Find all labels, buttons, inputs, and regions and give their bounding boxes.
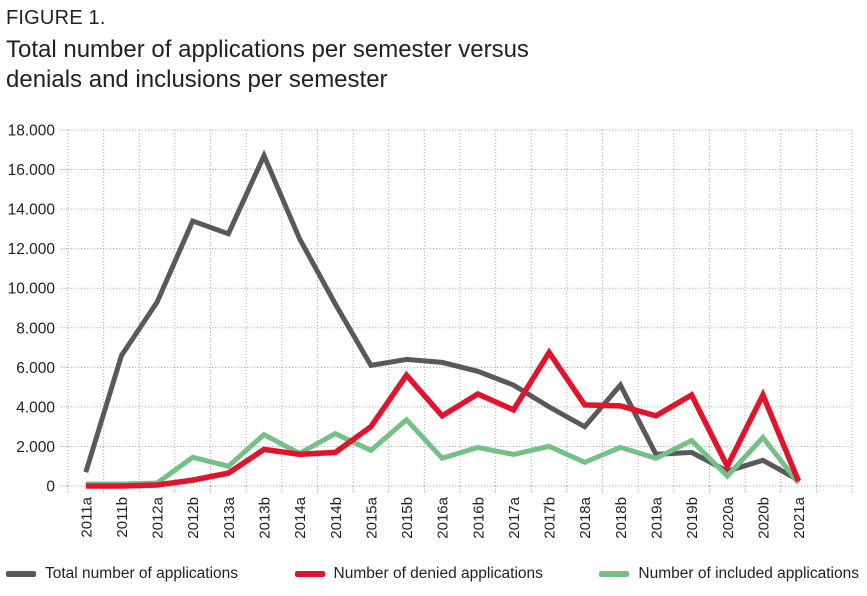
y-tick-label: 4.000 bbox=[16, 399, 55, 416]
series-line-total-applications bbox=[83, 149, 800, 483]
x-tick-label: 2012b bbox=[185, 497, 202, 539]
figure-header: FIGURE 1. Total number of applications p… bbox=[6, 5, 529, 95]
gridlines bbox=[67, 129, 853, 487]
x-tick-label: 2019a bbox=[649, 496, 666, 538]
figure-label: FIGURE 1. bbox=[6, 7, 106, 29]
legend-item-2: Number of denied applications bbox=[294, 565, 543, 583]
x-tick-label: 2015b bbox=[399, 497, 416, 539]
series-line-included-applications bbox=[85, 416, 801, 487]
x-tick-label: 2016a bbox=[435, 496, 452, 538]
x-tick-label: 2021a bbox=[791, 496, 808, 538]
x-axis-labels: 2011a 2011b 2012a 2012b 2013a 2013b 2014a 2014b… bbox=[78, 496, 808, 538]
y-tick-label: 14.000 bbox=[8, 202, 56, 219]
x-tick-label: 2015a bbox=[363, 496, 380, 538]
legend-item-3: Number of included applications bbox=[599, 565, 859, 583]
legend-label: Number of denied applications bbox=[333, 565, 543, 582]
x-tick-label: 2016b bbox=[470, 497, 487, 539]
y-tick-label: 6.000 bbox=[16, 360, 55, 377]
chart-legend: Total number of applications Number of de… bbox=[0, 562, 867, 586]
x-tick-label: 2011a bbox=[78, 496, 95, 537]
x-tick-label: 2018a bbox=[577, 496, 594, 538]
y-tick-label: 0 bbox=[46, 479, 55, 496]
x-tick-label: 2013b bbox=[257, 497, 274, 539]
y-tick-label: 2.000 bbox=[16, 439, 55, 456]
chart-title: Total number of applications per semeste… bbox=[6, 35, 529, 95]
legend-item-1: Total number of applications bbox=[6, 565, 238, 583]
x-tick-label: 2019b bbox=[684, 497, 701, 539]
x-tick-label: 2020b bbox=[755, 497, 772, 539]
y-axis-labels: 0 2.000 4.000 6.000 8.000 10.000 12.000 14.000 1… bbox=[8, 123, 56, 496]
axis-ticks bbox=[61, 129, 853, 493]
x-tick-label: 2011b bbox=[114, 497, 131, 538]
legend-swatch-icon bbox=[6, 571, 36, 577]
chart-title-line-2: denials and inclusions per semester bbox=[6, 66, 388, 93]
legend-swatch-icon bbox=[294, 571, 325, 577]
chart-title-line-1: Total number of applications per semeste… bbox=[6, 36, 529, 63]
line-chart: 0 2.000 4.000 6.000 8.000 10.000 12.000 14.000 1… bbox=[8, 123, 853, 539]
x-tick-label: 2014a bbox=[292, 496, 309, 538]
x-tick-label: 2020a bbox=[720, 496, 737, 538]
x-tick-label: 2018b bbox=[613, 497, 630, 539]
x-tick-label: 2017b bbox=[542, 497, 559, 539]
legend-swatch-icon bbox=[599, 571, 630, 577]
x-tick-label: 2013a bbox=[221, 496, 238, 538]
series-line-denied-applications bbox=[85, 347, 802, 489]
y-tick-label: 18.000 bbox=[8, 123, 56, 140]
y-tick-label: 16.000 bbox=[8, 162, 56, 179]
legend-label: Total number of applications bbox=[45, 565, 239, 582]
y-tick-label: 10.000 bbox=[8, 281, 56, 298]
y-tick-label: 8.000 bbox=[16, 320, 55, 337]
x-tick-label: 2012a bbox=[150, 496, 167, 538]
y-tick-label: 12.000 bbox=[8, 241, 56, 258]
x-tick-label: 2014b bbox=[328, 497, 345, 539]
legend-label: Number of included applications bbox=[638, 565, 859, 582]
x-tick-label: 2017a bbox=[506, 496, 523, 538]
